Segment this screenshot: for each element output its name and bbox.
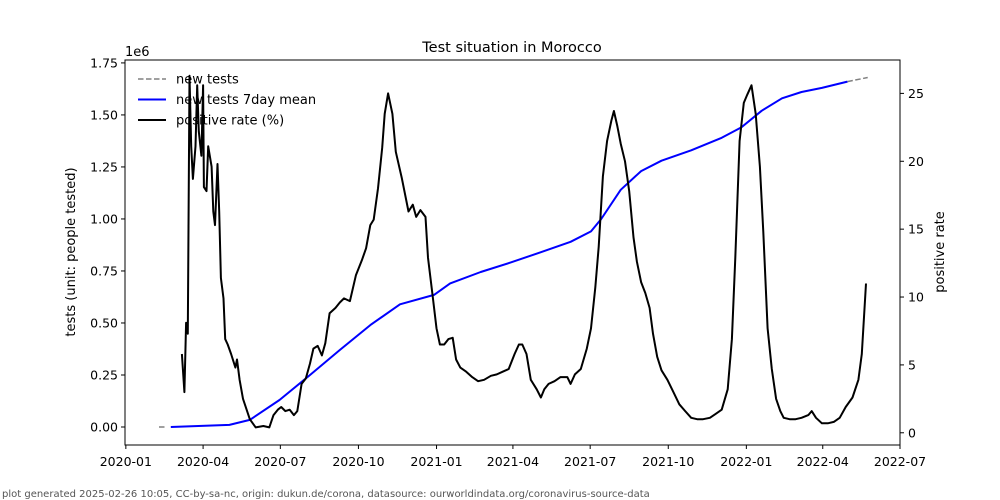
series-line-new-tests-7day-mean [170,80,848,428]
left-y-tick-label: 1.00 [90,211,118,226]
x-tick-label: 2021-10 [642,454,694,469]
legend-label-positive-rate: positive rate (%) [176,114,284,129]
x-tick-label: 2021-01 [410,454,462,469]
left-axis-offset-label: 1e6 [125,45,150,60]
legend-label-new-tests: new tests [176,73,239,88]
series-line-positive-rate [180,74,867,429]
right-y-tick-label: 20 [908,154,924,169]
left-y-tick-label: 0.25 [90,367,118,382]
x-tick-label: 2022-01 [720,454,772,469]
left-axis-label: tests (unit: people tested) [64,167,79,336]
right-y-tick-label: 25 [908,86,924,101]
x-tick-label: 2021-07 [564,454,616,469]
right-y-tick-label: 10 [908,290,924,305]
legend: new tests new tests 7day mean positive rat… [138,73,316,129]
legend-label-new-tests-7day-mean: new tests 7day mean [176,93,316,108]
right-y-tick-label: 0 [908,425,916,440]
footer-note: plot generated 2025-02-26 10:05, CC-by-s… [2,489,650,500]
x-tick-label: 2020-07 [254,454,306,469]
x-tick-label: 2020-04 [177,454,229,469]
left-y-tick-label: 1.25 [90,159,118,174]
right-y-tick-label: 5 [908,357,916,372]
x-tick-label: 2021-04 [487,454,539,469]
right-y-tick-label: 15 [908,222,924,237]
chart-title: Test situation in Morocco [421,40,602,56]
left-y-tick-label: 1.75 [90,55,118,70]
plot-area-frame [124,59,901,446]
left-y-tick-label: 0.00 [90,420,118,435]
x-tick-label: 2022-07 [874,454,926,469]
x-tick-label: 2020-01 [100,454,152,469]
x-tick-label: 2020-10 [332,454,384,469]
right-axis-label: positive rate [933,211,948,293]
x-tick-label: 2022-04 [797,454,849,469]
left-y-tick-label: 0.75 [90,263,118,278]
left-y-tick-label: 1.50 [90,107,118,122]
left-y-tick-label: 0.50 [90,315,118,330]
series-line-new-tests [847,76,868,83]
